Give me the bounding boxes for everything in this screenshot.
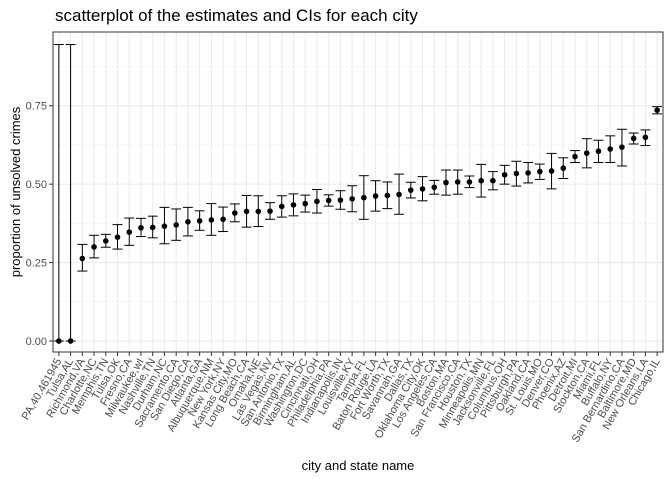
data-point [384, 192, 391, 199]
data-point [537, 168, 543, 175]
data-point [654, 107, 660, 113]
data-point [185, 219, 191, 225]
data-point [196, 218, 203, 224]
data-point [595, 148, 602, 155]
data-point [560, 165, 567, 171]
data-point [642, 134, 649, 141]
error-bars [53, 44, 663, 342]
data-point [490, 177, 496, 184]
data-point [454, 179, 461, 185]
data-point [79, 255, 86, 262]
data-point [56, 338, 62, 344]
data-point [396, 191, 402, 198]
data-point [525, 170, 531, 176]
data-point [325, 197, 332, 204]
data-point [337, 197, 344, 203]
data-point [513, 170, 520, 177]
data-point [91, 244, 97, 250]
chart-title: scatterplot of the estimates and CIs for… [55, 6, 418, 25]
data-point [243, 208, 250, 215]
data-point [478, 177, 484, 184]
data-point [349, 196, 355, 202]
data-point [548, 168, 555, 174]
data-point [583, 150, 590, 156]
y-axis-title: proportion of unsolved crimes [8, 106, 23, 277]
data-point [302, 200, 309, 207]
data-point [220, 216, 226, 223]
data-point [572, 153, 578, 160]
data-point [67, 338, 74, 344]
data-point [255, 208, 262, 215]
data-point [501, 171, 508, 178]
points [56, 107, 660, 344]
data-point [372, 193, 379, 199]
data-point [630, 135, 637, 142]
x-axis: PA,40.461945Tulsa,ALRichmond,VACharlotte… [20, 352, 663, 445]
data-point [149, 224, 156, 231]
data-point [290, 202, 297, 208]
data-point [431, 184, 438, 191]
data-point [173, 222, 179, 228]
y-tick-label: 0.25 [26, 258, 47, 270]
y-tick-label: 0.75 [26, 101, 47, 113]
data-point [161, 223, 168, 229]
y-axis: 0.00 0.25 0.50 0.75 [26, 101, 53, 348]
data-point [407, 187, 414, 193]
data-point [208, 217, 215, 223]
data-point [232, 210, 238, 216]
data-point [138, 224, 144, 231]
y-tick-label: 0.50 [26, 179, 47, 191]
data-point [361, 194, 367, 201]
y-tick-label: 0.00 [26, 336, 47, 348]
data-point [419, 186, 426, 192]
x-axis-title: city and state name [302, 458, 415, 473]
data-point [126, 229, 133, 235]
grid [53, 32, 663, 352]
data-point [314, 198, 320, 205]
data-point [278, 203, 285, 210]
data-point [102, 238, 109, 244]
data-point [607, 146, 614, 152]
data-point [619, 144, 625, 150]
panel-border [52, 31, 664, 353]
data-point [443, 179, 449, 186]
data-point [114, 234, 121, 240]
data-point [267, 208, 273, 214]
data-point [466, 179, 473, 185]
